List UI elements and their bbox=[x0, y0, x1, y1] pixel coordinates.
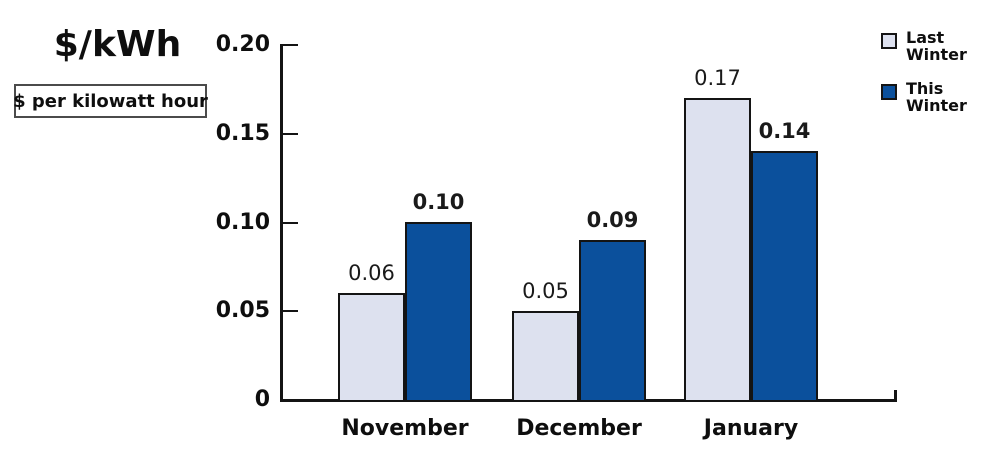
x-axis-category-label: January bbox=[703, 416, 799, 441]
bar-value-label: 0.10 bbox=[412, 190, 465, 214]
bar-this-winter-november bbox=[405, 222, 472, 400]
bar-last-winter-december bbox=[512, 311, 579, 400]
legend-label-this-winter: This Winter bbox=[906, 79, 967, 115]
legend-swatch-last-winter bbox=[881, 33, 897, 49]
y-axis-tick-label: 0.15 bbox=[215, 120, 270, 146]
chart-title: $/kWh bbox=[53, 24, 182, 65]
y-axis-tick-label: 0.05 bbox=[215, 298, 270, 324]
legend-label-last-winter: Last Winter bbox=[906, 28, 967, 64]
y-axis-tick bbox=[281, 132, 298, 135]
y-axis-tick-label: 0.10 bbox=[215, 209, 270, 235]
bar-this-winter-january bbox=[751, 151, 818, 400]
y-axis-tick bbox=[281, 44, 298, 46]
bar-this-winter-december bbox=[579, 240, 646, 400]
x-axis-category-label: November bbox=[341, 416, 469, 441]
bar-value-label: 0.14 bbox=[758, 119, 811, 143]
bar-last-winter-january bbox=[684, 98, 751, 400]
bar-last-winter-november bbox=[338, 293, 405, 400]
y-axis-tick bbox=[281, 221, 298, 224]
x-axis-end-tick bbox=[894, 390, 897, 401]
chart-subtitle-box: $ per kilowatt hour bbox=[13, 84, 208, 118]
legend-item-last-winter: Last Winter bbox=[881, 29, 967, 63]
bar-value-label: 0.06 bbox=[348, 261, 395, 285]
x-axis-line bbox=[280, 399, 897, 402]
bar-value-label: 0.17 bbox=[694, 66, 741, 90]
bar-value-label: 0.05 bbox=[522, 279, 569, 303]
x-axis-category-label: December bbox=[516, 416, 642, 441]
legend-swatch-this-winter bbox=[881, 84, 897, 100]
legend-item-this-winter: This Winter bbox=[881, 80, 967, 114]
y-axis-tick-label: 0.20 bbox=[215, 32, 270, 57]
y-axis-tick-label: 0 bbox=[254, 387, 270, 412]
y-axis-tick bbox=[281, 310, 298, 313]
chart-subtitle: $ per kilowatt hour bbox=[13, 90, 208, 112]
bar-value-label: 0.09 bbox=[586, 208, 639, 232]
